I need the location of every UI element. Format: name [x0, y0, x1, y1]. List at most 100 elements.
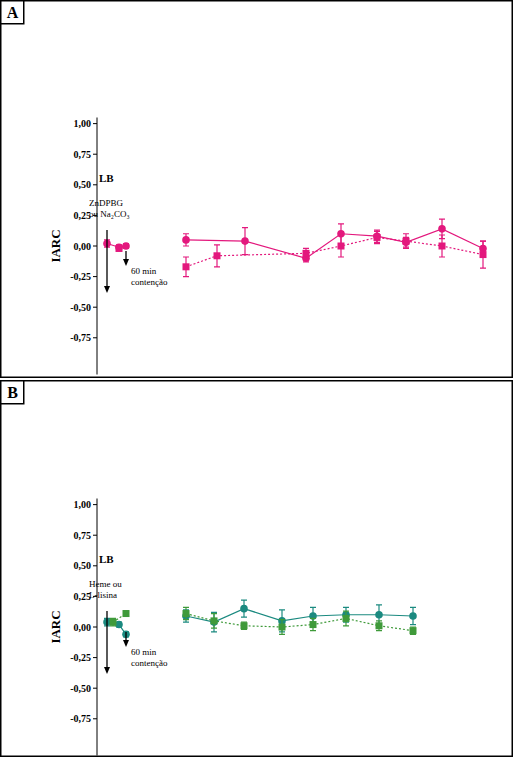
marker-square [241, 622, 248, 629]
y-tick-label: -0,25 [70, 271, 91, 282]
marker-square [310, 621, 317, 628]
y-tick-label: 1,00 [74, 118, 92, 129]
y-tick [93, 504, 97, 505]
y-tick-label: 0,00 [74, 622, 92, 633]
error-bar [376, 621, 382, 631]
error-bar [410, 607, 416, 624]
annotation: contenção [131, 658, 168, 668]
marker-square [376, 622, 383, 629]
marker-square [214, 252, 221, 259]
marker-square [279, 624, 286, 631]
annotation: Heme ou [89, 579, 122, 589]
y-tick-label: 0,50 [74, 560, 92, 571]
marker-square [403, 238, 410, 245]
marker-circle [122, 242, 130, 250]
error-bar [303, 248, 309, 258]
annotation: 60 min [131, 647, 157, 657]
y-tick-label: -0,75 [70, 713, 91, 724]
panel-label: A [7, 4, 19, 21]
arrow-shaft [106, 611, 107, 669]
error-bar [343, 611, 349, 626]
annotation: LB [99, 172, 114, 184]
annotation: ZnDPBG [89, 198, 124, 208]
error-bar [410, 627, 416, 634]
error-bar [214, 245, 220, 267]
arrow-head [104, 667, 110, 674]
series-line [113, 614, 413, 631]
y-tick [93, 276, 97, 277]
y-tick [93, 657, 97, 658]
panel: A1,000,750,500,250,00-0,25-0,50-0,75IARC… [1, 1, 513, 378]
y-tick [93, 718, 97, 719]
y-tick [93, 688, 97, 689]
marker-square [183, 263, 190, 270]
y-tick [93, 565, 97, 566]
marker-square [374, 234, 381, 241]
error-bar [241, 622, 247, 629]
marker-square [116, 245, 123, 252]
marker-circle [438, 225, 446, 233]
marker-square [343, 615, 350, 622]
arrow-head [123, 259, 129, 266]
panel: B1,000,750,500,250,00-0,25-0,50-0,75IARC… [1, 381, 513, 757]
y-tick [93, 627, 97, 628]
y-tick [93, 246, 97, 247]
annotation: ou Na₂CO₃ [89, 209, 130, 219]
error-bar [403, 234, 409, 249]
series-line [107, 609, 413, 635]
marker-square [123, 610, 130, 617]
error-bar [211, 614, 217, 629]
error-bar [439, 235, 445, 257]
y-tick [93, 307, 97, 308]
arrow-head [123, 640, 129, 647]
y-tick-label: -0,50 [70, 302, 91, 313]
error-bar [242, 228, 248, 255]
error-bar [183, 234, 189, 246]
marker-square [211, 617, 218, 624]
series-line [186, 237, 483, 266]
y-tick [93, 184, 97, 185]
y-tick-label: 0,75 [74, 530, 92, 541]
panel-label-box [1, 381, 24, 404]
y-tick-label: 0,75 [74, 149, 92, 160]
annotation: contenção [131, 277, 168, 287]
error-bar [183, 610, 189, 622]
error-bar [110, 618, 116, 625]
marker-square [110, 619, 117, 626]
y-tick [93, 535, 97, 536]
plot-area [103, 219, 487, 277]
marker-square [410, 627, 417, 634]
y-tick-label: 0,00 [74, 241, 92, 252]
y-tick-label: -0,25 [70, 652, 91, 663]
marker-square [338, 243, 345, 250]
error-bar [338, 235, 344, 257]
error-bar [279, 620, 285, 635]
error-bar [310, 618, 316, 630]
error-bar [241, 600, 247, 617]
y-axis-label: IARC [48, 229, 63, 262]
y-tick-label: -0,75 [70, 332, 91, 343]
marker-circle [115, 243, 123, 251]
y-tick-label: 1,00 [74, 499, 92, 510]
marker-square [183, 610, 190, 617]
marker-square [303, 250, 310, 257]
y-axis-label: IARC [48, 610, 63, 643]
marker-circle [375, 611, 383, 619]
error-bar [183, 607, 189, 619]
error-bar [480, 241, 486, 268]
arrow-shaft [106, 230, 107, 288]
marker-square [480, 251, 487, 258]
y-tick [93, 154, 97, 155]
marker-square [439, 243, 446, 250]
error-bar [374, 231, 380, 243]
panel-frame [1, 381, 513, 757]
arrow-head [104, 286, 110, 293]
plot-area [103, 600, 417, 638]
y-tick [93, 123, 97, 124]
error-bar [211, 612, 217, 632]
y-tick-label: -0,50 [70, 683, 91, 694]
error-bar [183, 257, 189, 277]
y-tick-label: 0,50 [74, 179, 92, 190]
annotation: L-lisina [89, 590, 117, 600]
annotation: LB [99, 553, 114, 565]
